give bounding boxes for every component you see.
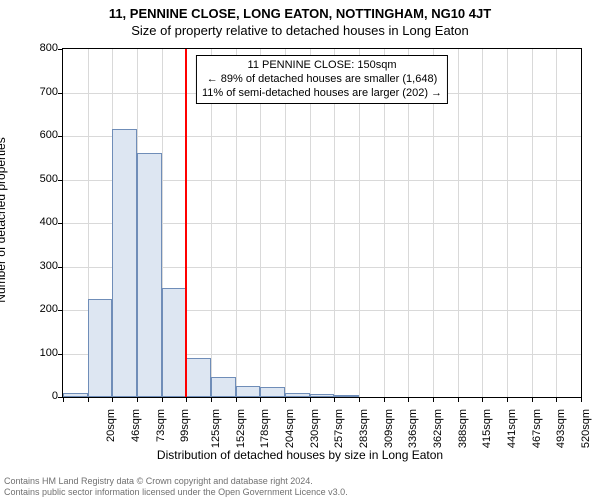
xtick-mark xyxy=(556,397,557,402)
xtick-mark xyxy=(285,397,286,402)
footer-attribution: Contains HM Land Registry data © Crown c… xyxy=(4,476,348,498)
histogram-bar xyxy=(63,393,88,397)
ytick-label: 700 xyxy=(40,86,58,98)
annotation-line: 11 PENNINE CLOSE: 150sqm xyxy=(202,59,442,73)
xtick-label: 309sqm xyxy=(383,409,395,448)
xtick-mark xyxy=(408,397,409,402)
xtick-mark xyxy=(581,397,582,402)
gridline-v xyxy=(458,49,459,397)
xtick-mark xyxy=(211,397,212,402)
ytick-label: 400 xyxy=(40,216,58,228)
histogram-bar xyxy=(334,395,359,397)
xtick-mark xyxy=(458,397,459,402)
xtick-label: 99sqm xyxy=(179,409,191,442)
y-axis-label: Number of detached properties xyxy=(0,137,8,302)
histogram-bar xyxy=(285,393,310,397)
ytick-label: 300 xyxy=(40,260,58,272)
xtick-label: 415sqm xyxy=(481,409,493,448)
ytick-label: 800 xyxy=(40,42,58,54)
chart-title-main: 11, PENNINE CLOSE, LONG EATON, NOTTINGHA… xyxy=(0,0,600,21)
gridline-v xyxy=(507,49,508,397)
xtick-label: 46sqm xyxy=(130,409,142,442)
xtick-label: 493sqm xyxy=(555,409,567,448)
ytick-mark xyxy=(58,223,63,224)
ytick-label: 600 xyxy=(40,129,58,141)
ytick-label: 0 xyxy=(52,390,58,402)
xtick-mark xyxy=(260,397,261,402)
xtick-label: 520sqm xyxy=(580,409,592,448)
xtick-mark xyxy=(162,397,163,402)
xtick-mark xyxy=(359,397,360,402)
ytick-mark xyxy=(58,136,63,137)
xtick-mark xyxy=(507,397,508,402)
xtick-mark xyxy=(532,397,533,402)
xtick-label: 230sqm xyxy=(309,409,321,448)
annotation-line: ← 89% of detached houses are smaller (1,… xyxy=(202,73,442,87)
footer-line-2: Contains public sector information licen… xyxy=(4,487,348,498)
xtick-mark xyxy=(334,397,335,402)
xtick-label: 20sqm xyxy=(105,409,117,442)
ytick-mark xyxy=(58,49,63,50)
gridline-v xyxy=(556,49,557,397)
ytick-mark xyxy=(58,354,63,355)
chart-title-sub: Size of property relative to detached ho… xyxy=(0,21,600,42)
xtick-label: 204sqm xyxy=(284,409,296,448)
xtick-label: 362sqm xyxy=(432,409,444,448)
xtick-label: 388sqm xyxy=(457,409,469,448)
gridline-v xyxy=(532,49,533,397)
ytick-label: 500 xyxy=(40,173,58,185)
histogram-chart: 11 PENNINE CLOSE: 150sqm← 89% of detache… xyxy=(62,48,582,398)
ytick-mark xyxy=(58,267,63,268)
xtick-label: 441sqm xyxy=(506,409,518,448)
ytick-mark xyxy=(58,310,63,311)
xtick-mark xyxy=(236,397,237,402)
reference-line xyxy=(185,49,187,397)
gridline-h xyxy=(63,136,581,137)
xtick-mark xyxy=(433,397,434,402)
xtick-mark xyxy=(137,397,138,402)
xtick-label: 257sqm xyxy=(333,409,345,448)
xtick-mark xyxy=(186,397,187,402)
xtick-label: 73sqm xyxy=(155,409,167,442)
xtick-mark xyxy=(310,397,311,402)
x-axis-label: Distribution of detached houses by size … xyxy=(0,448,600,462)
annotation-line: 11% of semi-detached houses are larger (… xyxy=(202,87,442,101)
xtick-mark xyxy=(63,397,64,402)
xtick-label: 178sqm xyxy=(259,409,271,448)
histogram-bar xyxy=(137,153,162,397)
histogram-bar xyxy=(88,299,113,397)
ytick-label: 100 xyxy=(40,347,58,359)
histogram-bar xyxy=(236,386,261,397)
annotation-box: 11 PENNINE CLOSE: 150sqm← 89% of detache… xyxy=(196,55,448,104)
footer-line-1: Contains HM Land Registry data © Crown c… xyxy=(4,476,348,487)
ytick-mark xyxy=(58,93,63,94)
xtick-label: 125sqm xyxy=(210,409,222,448)
xtick-mark xyxy=(88,397,89,402)
xtick-mark xyxy=(112,397,113,402)
xtick-label: 152sqm xyxy=(235,409,247,448)
histogram-bar xyxy=(112,129,137,397)
xtick-label: 283sqm xyxy=(358,409,370,448)
histogram-bar xyxy=(186,358,211,397)
histogram-bar xyxy=(310,394,335,397)
ytick-label: 200 xyxy=(40,303,58,315)
histogram-bar xyxy=(260,387,285,397)
xtick-label: 467sqm xyxy=(531,409,543,448)
xtick-label: 336sqm xyxy=(407,409,419,448)
xtick-mark xyxy=(384,397,385,402)
histogram-bar xyxy=(211,377,236,397)
histogram-bar xyxy=(162,288,187,397)
gridline-v xyxy=(482,49,483,397)
ytick-mark xyxy=(58,180,63,181)
xtick-mark xyxy=(482,397,483,402)
